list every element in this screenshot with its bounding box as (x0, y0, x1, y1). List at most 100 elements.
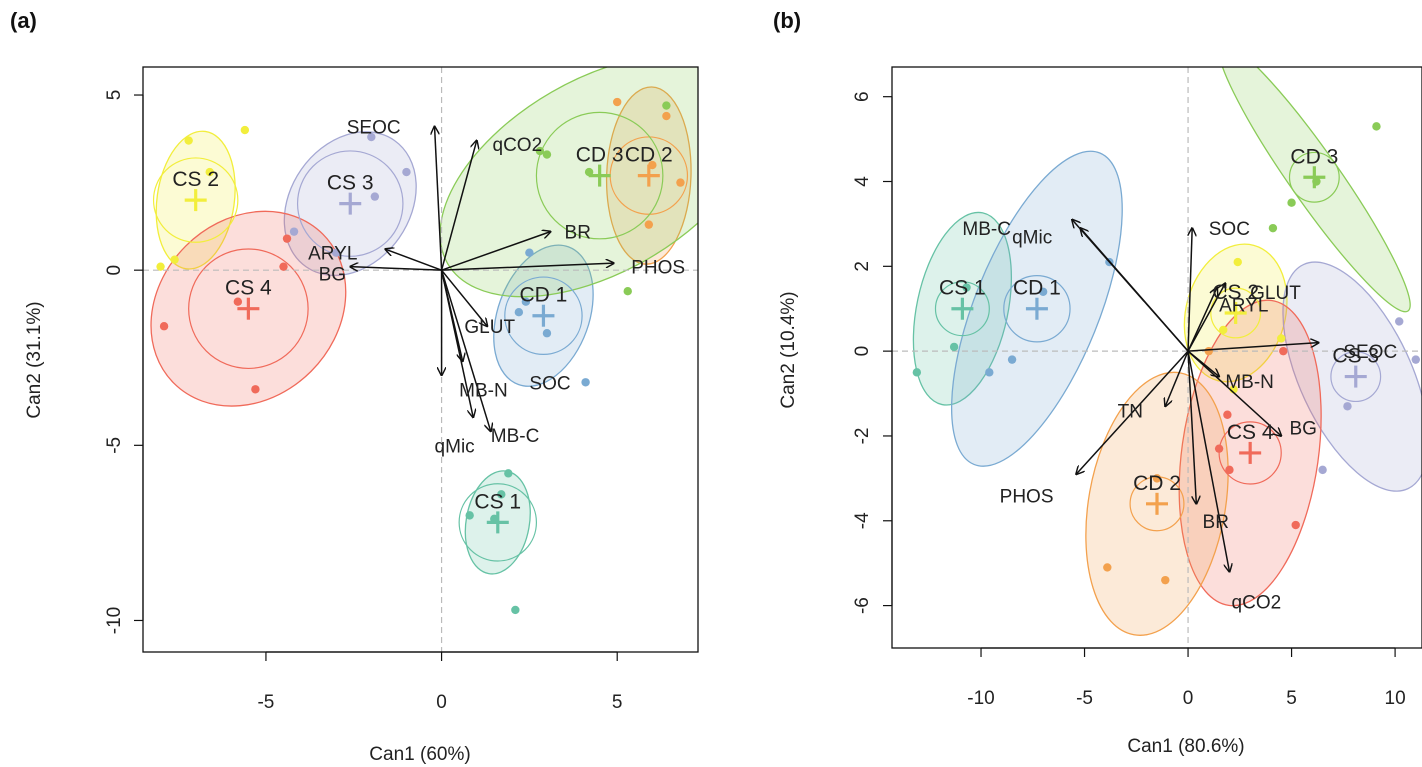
data-point (542, 150, 552, 159)
vector-label: PHOS (631, 258, 685, 279)
data-point (1038, 287, 1048, 296)
data-point (465, 511, 474, 520)
data-point (1268, 223, 1278, 233)
vector-label: qMic (435, 436, 475, 457)
data-point (521, 297, 531, 306)
vector-label: SEOC (347, 118, 401, 139)
vector-label: qMic (1012, 228, 1052, 249)
group-label: CD 2 (625, 144, 673, 167)
group-label: CD 1 (1013, 277, 1061, 300)
confidence-circle (1210, 287, 1262, 339)
data-point (282, 234, 292, 243)
confidence-circle (1003, 275, 1071, 343)
data-point (1225, 465, 1234, 475)
loading-vector (1072, 220, 1189, 352)
data-point (644, 220, 654, 229)
loading-vector (385, 249, 442, 271)
y-tick-label: -2 (852, 428, 873, 445)
x-tick-label: -5 (257, 692, 274, 713)
confidence-circle (1218, 421, 1282, 485)
group-label: CS 1 (939, 277, 986, 300)
vector-label: qCO2 (493, 135, 543, 156)
confidence-circle (1330, 351, 1382, 403)
vector-label: MB-N (459, 380, 508, 401)
data-point (623, 286, 632, 296)
data-point (370, 192, 380, 201)
data-point (402, 167, 411, 177)
y-tick-label: -10 (104, 607, 125, 634)
group-label: CS 3 (1332, 345, 1379, 368)
y-tick-label: -4 (852, 512, 873, 529)
vector-label: PHOS (1000, 486, 1054, 507)
y-axis-title: Can2 (10.4%) (778, 291, 799, 408)
group-label: CS 4 (225, 277, 272, 300)
y-tick-label: -6 (852, 597, 873, 614)
loading-vector (441, 232, 551, 271)
y-tick-label: 0 (852, 346, 873, 357)
vector-label: ARYL (1219, 295, 1268, 316)
x-tick-label: 10 (1385, 688, 1406, 709)
data-point (331, 248, 341, 257)
loading-vector (441, 263, 614, 271)
y-tick-label: 2 (852, 261, 873, 272)
data-point (1291, 520, 1300, 530)
loading-vector (1187, 350, 1281, 436)
group-label: CS 3 (327, 172, 374, 195)
data-point (985, 368, 994, 377)
data-point (1372, 122, 1381, 131)
data-point (1287, 198, 1296, 207)
vector-label: ARYL (308, 244, 357, 265)
confidence-circle (188, 248, 309, 370)
data-point (504, 469, 513, 478)
data-point (1214, 444, 1224, 453)
group-label: CD 1 (520, 284, 568, 307)
loading-vector (1187, 283, 1225, 352)
group-label: CS 2 (1212, 281, 1259, 304)
data-point (511, 605, 520, 615)
loading-vector (350, 267, 442, 271)
vector-label: MB-C (962, 219, 1011, 240)
confidence-circle (504, 276, 583, 355)
data-point (525, 248, 534, 257)
loading-vector (435, 127, 443, 271)
data-point (233, 297, 243, 306)
y-tick-label: 6 (852, 91, 873, 102)
data-point (949, 342, 959, 352)
data-point (1007, 355, 1017, 364)
loading-vector (440, 270, 474, 417)
vector-label: BR (565, 223, 591, 244)
data-point (1233, 257, 1242, 267)
loading-vector (440, 269, 491, 431)
vector-label: SEOC (1343, 342, 1397, 363)
data-point (289, 227, 299, 236)
data-point (1411, 355, 1420, 364)
y-axis-title: Can2 (31.1%) (24, 301, 45, 418)
loading-vector (1187, 351, 1196, 504)
loading-vector (1188, 343, 1318, 352)
data-point (581, 378, 590, 387)
x-tick-label: 5 (1286, 688, 1297, 709)
vector-label: MB-C (491, 426, 540, 447)
confidence-circle (535, 111, 664, 240)
data-point (912, 368, 922, 377)
data-point (1343, 402, 1352, 411)
data-point (1223, 410, 1232, 419)
vector-label: SOC (529, 373, 570, 394)
y-tick-label: 0 (104, 265, 125, 276)
data-point (279, 262, 288, 271)
loading-vector (440, 269, 488, 326)
data-point (1279, 346, 1288, 356)
data-point (159, 322, 169, 331)
data-point (251, 385, 260, 394)
vector-label: GLUT (1250, 283, 1301, 304)
x-tick-label: 0 (436, 692, 447, 713)
y-tick-label: 4 (852, 176, 873, 187)
confidence-circle (152, 157, 239, 243)
data-point (662, 101, 671, 110)
data-point (1318, 465, 1327, 475)
data-point (962, 283, 971, 292)
loading-vector (1187, 228, 1192, 352)
vector-label: BR (1203, 512, 1229, 533)
panel-letter: (a) (10, 8, 37, 33)
